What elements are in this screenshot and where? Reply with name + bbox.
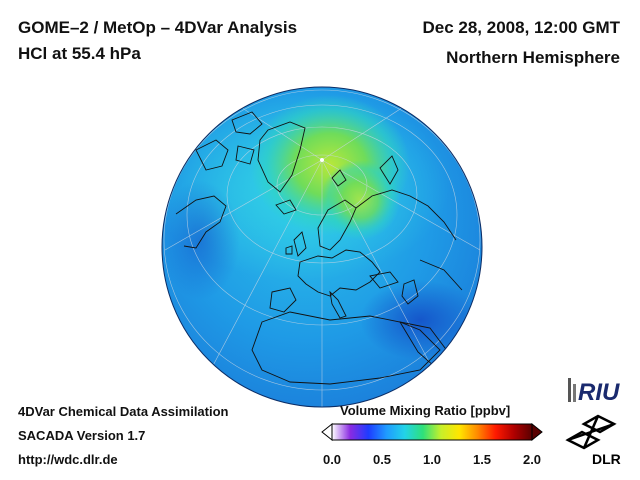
colorbar-tick: 1.5 bbox=[472, 452, 492, 467]
colorbar-tick: 1.0 bbox=[422, 452, 442, 467]
analysis-date: Dec 28, 2008, 12:00 GMT bbox=[422, 18, 620, 37]
north-pole-marker bbox=[320, 158, 324, 162]
colorbar-tick: 0.5 bbox=[372, 452, 392, 467]
colorbar bbox=[321, 422, 543, 442]
version-label: SACADA Version 1.7 bbox=[18, 428, 146, 443]
riu-logo-text: RIU bbox=[578, 379, 620, 406]
vortex-lobe bbox=[320, 160, 400, 240]
low-region-atlantic bbox=[162, 180, 240, 300]
assimilation-label: 4DVar Chemical Data Assimilation bbox=[18, 404, 229, 419]
graticule bbox=[163, 89, 481, 407]
dlr-logo: DLR bbox=[565, 414, 621, 467]
riu-logo: RIU bbox=[568, 378, 620, 406]
map-title: GOME–2 / MetOp – 4DVar Analysis bbox=[18, 18, 298, 37]
species-level: HCl at 55.4 hPa bbox=[18, 44, 141, 63]
colorbar-ramp bbox=[331, 423, 533, 441]
coastlines bbox=[175, 111, 463, 385]
dlr-emblem-icon bbox=[565, 414, 617, 450]
colorbar-tick: 0.0 bbox=[322, 452, 342, 467]
riu-bar-icon bbox=[573, 384, 576, 402]
colorbar-tick: 2.0 bbox=[522, 452, 542, 467]
colorbar-title: Volume Mixing Ratio [ppbv] bbox=[340, 403, 511, 418]
colorbar-min-arrow bbox=[321, 422, 333, 442]
url-label: http://wdc.dlr.de bbox=[18, 452, 118, 467]
riu-bar-icon bbox=[568, 378, 571, 402]
colorbar-max-arrow bbox=[531, 422, 543, 442]
globe-outline bbox=[161, 86, 483, 408]
hemisphere-label: Northern Hemisphere bbox=[446, 48, 620, 67]
dlr-logo-text: DLR bbox=[592, 451, 621, 467]
low-region-asia bbox=[360, 280, 480, 360]
